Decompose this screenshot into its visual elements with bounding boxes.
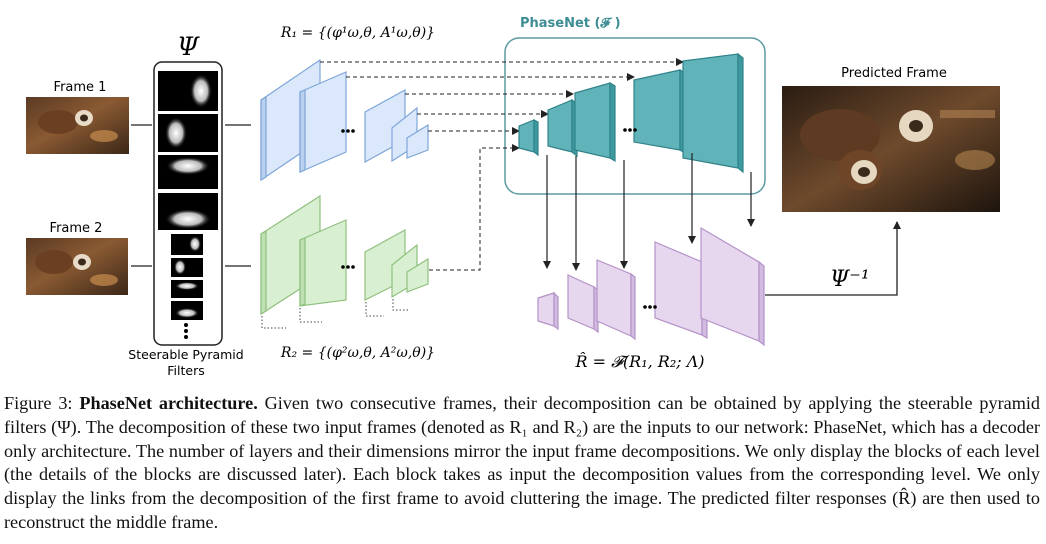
output-path xyxy=(765,221,901,296)
frame1-image xyxy=(26,97,129,154)
frame2-image xyxy=(26,238,128,295)
r2-formula: R₂ = {(φ²ω,θ, A²ω,θ)} xyxy=(280,345,435,361)
phasenet-blocks xyxy=(518,52,744,174)
r2-blocks xyxy=(260,194,429,316)
phasenet-dots xyxy=(623,128,637,132)
filter-bank xyxy=(153,61,223,346)
output-blocks xyxy=(537,226,765,347)
caption-prefix: Figure 3: xyxy=(4,393,80,413)
rhat-formula: R̂ = 𝓕(R₁, R₂; Λ) xyxy=(574,352,704,371)
r1-blocks xyxy=(260,58,429,182)
psi-inverse: Ψ⁻¹ xyxy=(830,267,870,292)
r2-dots xyxy=(341,265,355,269)
dashed-links xyxy=(320,58,684,271)
r2-dotted-underlines xyxy=(261,299,410,329)
caption-title: PhaseNet architecture. xyxy=(79,393,258,413)
output-dots xyxy=(643,305,657,309)
r1-formula: R₁ = {(φ¹ω,θ, A¹ω,θ)} xyxy=(280,25,435,41)
figure-caption: Figure 3: PhaseNet architecture. Given t… xyxy=(4,392,1040,535)
caption-text: Given two consecutive frames, their deco… xyxy=(4,393,1040,532)
phasenet-label: PhaseNet (𝓕 ) xyxy=(520,16,621,31)
down-arrows xyxy=(543,153,755,271)
filters-label-line2: Filters xyxy=(167,363,204,378)
predicted-frame-image xyxy=(782,86,1000,212)
phasenet-box xyxy=(504,37,766,195)
psi-symbol: Ψ xyxy=(177,32,200,61)
r1-dots xyxy=(341,129,355,133)
predicted-frame-label: Predicted Frame xyxy=(841,66,947,81)
frame1-label: Frame 1 xyxy=(54,80,107,95)
filters-label-line1: Steerable Pyramid xyxy=(128,347,243,362)
frame2-label: Frame 2 xyxy=(50,221,103,236)
architecture-diagram: Frame 1 Frame 2 Ψ xyxy=(26,16,1000,378)
